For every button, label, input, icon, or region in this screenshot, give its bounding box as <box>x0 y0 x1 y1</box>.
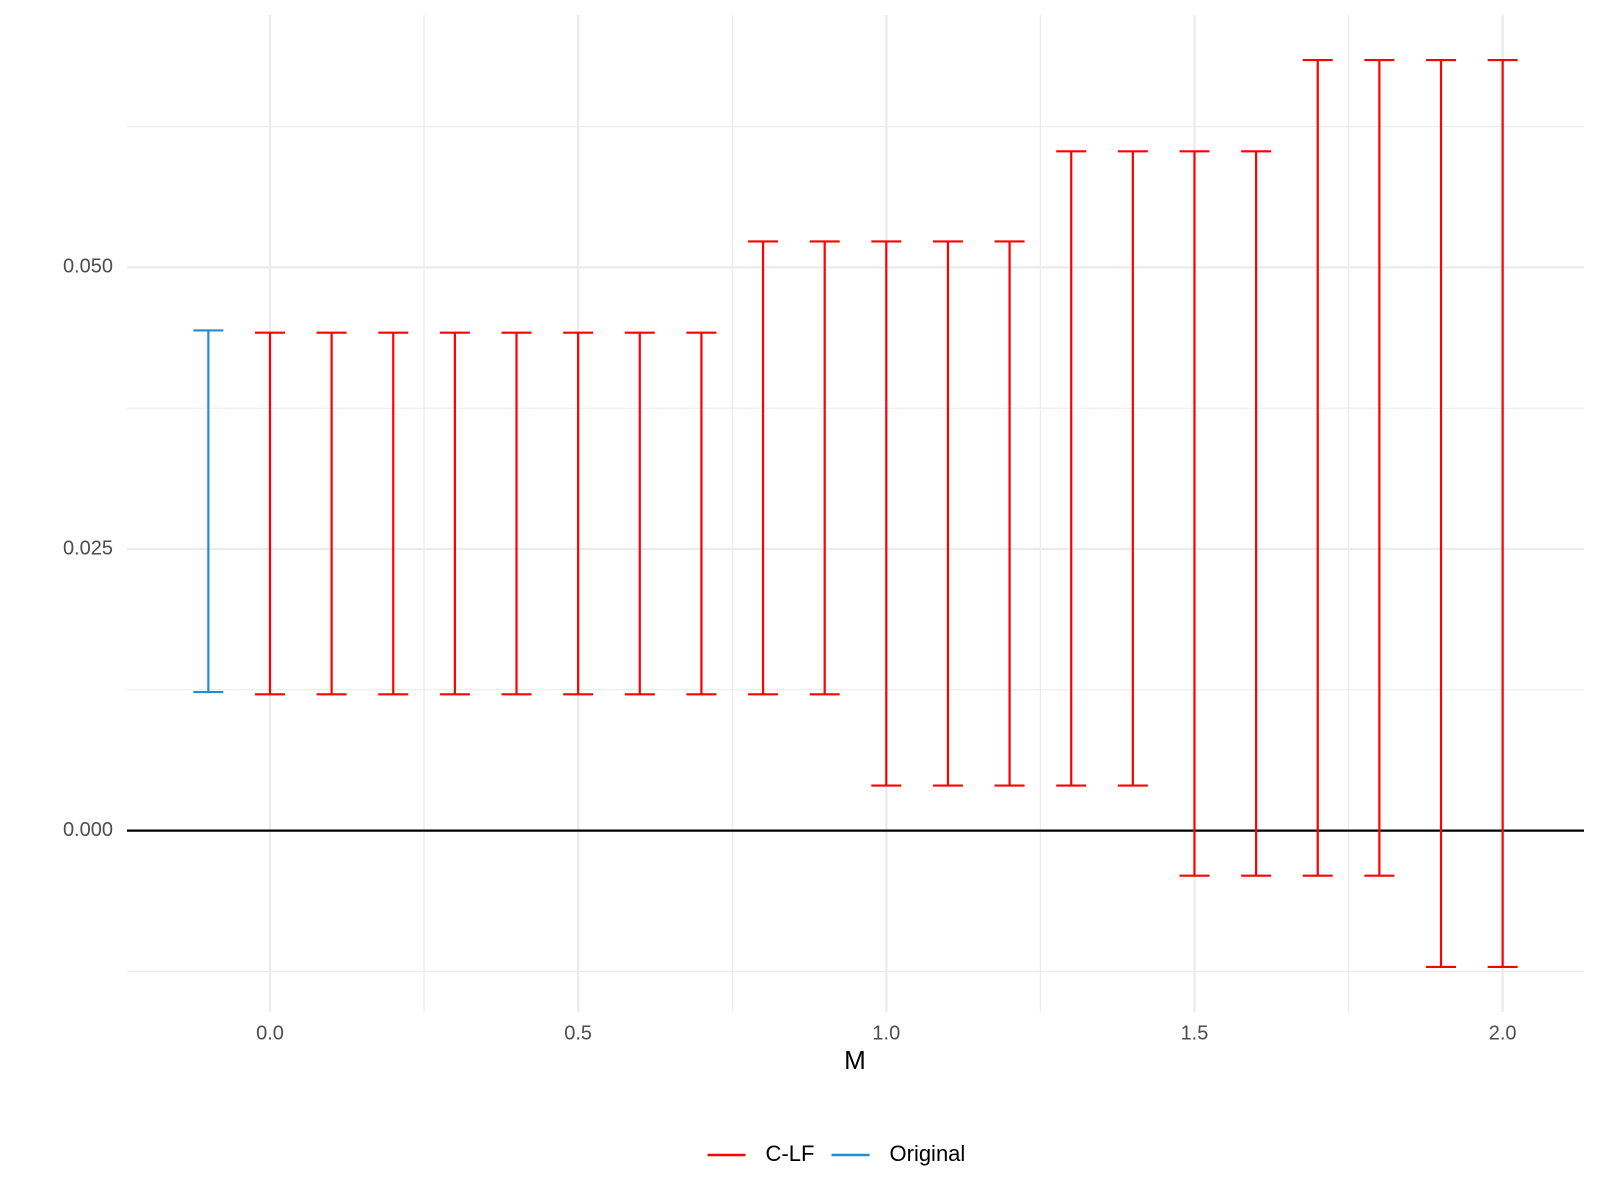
x-tick-label: 0.5 <box>564 1022 592 1044</box>
y-tick-label: 0.025 <box>63 537 113 559</box>
y-tick-label: 0.000 <box>63 819 113 841</box>
legend-label: Original <box>890 1141 966 1166</box>
x-tick-label: 0.0 <box>256 1022 284 1044</box>
x-tick-label: 1.5 <box>1181 1022 1209 1044</box>
y-tick-label: 0.050 <box>63 256 113 278</box>
x-tick-label: 1.0 <box>872 1022 900 1044</box>
x-tick-label: 2.0 <box>1489 1022 1517 1044</box>
x-axis-title: M <box>844 1045 866 1075</box>
legend-label: C-LF <box>766 1141 815 1166</box>
